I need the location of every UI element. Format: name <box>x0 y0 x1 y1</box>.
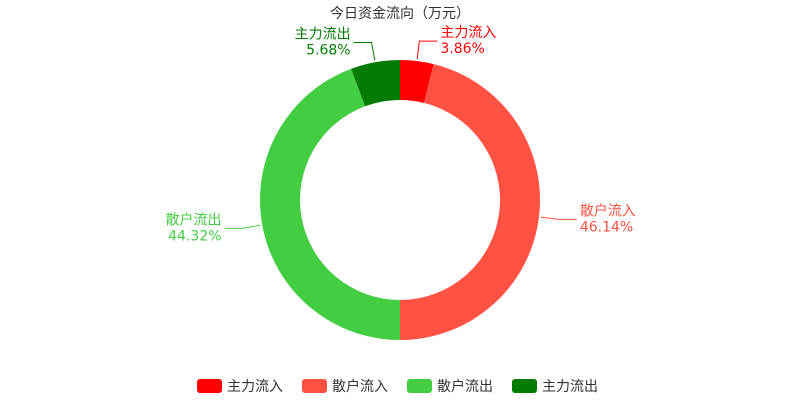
chart-title: 今日资金流向（万元） <box>330 6 470 22</box>
donut-slice <box>351 60 400 107</box>
slice-value-label: 46.14% <box>580 219 633 235</box>
slice-value-label: 3.86% <box>440 41 484 57</box>
slice-label: 主力流出 <box>295 27 351 43</box>
donut-slice <box>260 68 400 341</box>
donut-slice <box>400 60 434 103</box>
label-line <box>540 216 577 220</box>
slice-label: 主力流入 <box>440 25 496 41</box>
legend-swatch <box>302 379 327 393</box>
slice-value-label: 5.68% <box>306 43 350 59</box>
label-line <box>416 40 438 60</box>
legend-swatch <box>407 379 432 393</box>
legend-label: 散户流入 <box>332 378 388 395</box>
slice-label: 散户流入 <box>580 202 636 219</box>
label-line <box>353 42 376 61</box>
legend-label: 散户流出 <box>437 378 493 395</box>
slice-label: 散户流出 <box>166 211 222 228</box>
donut-slice <box>400 64 540 340</box>
legend-swatch <box>512 379 537 393</box>
legend-label: 主力流入 <box>227 379 283 395</box>
label-line <box>224 224 261 229</box>
slice-value-label: 44.32% <box>168 228 221 244</box>
legend-label: 主力流出 <box>542 379 598 395</box>
legend-swatch <box>197 379 222 393</box>
